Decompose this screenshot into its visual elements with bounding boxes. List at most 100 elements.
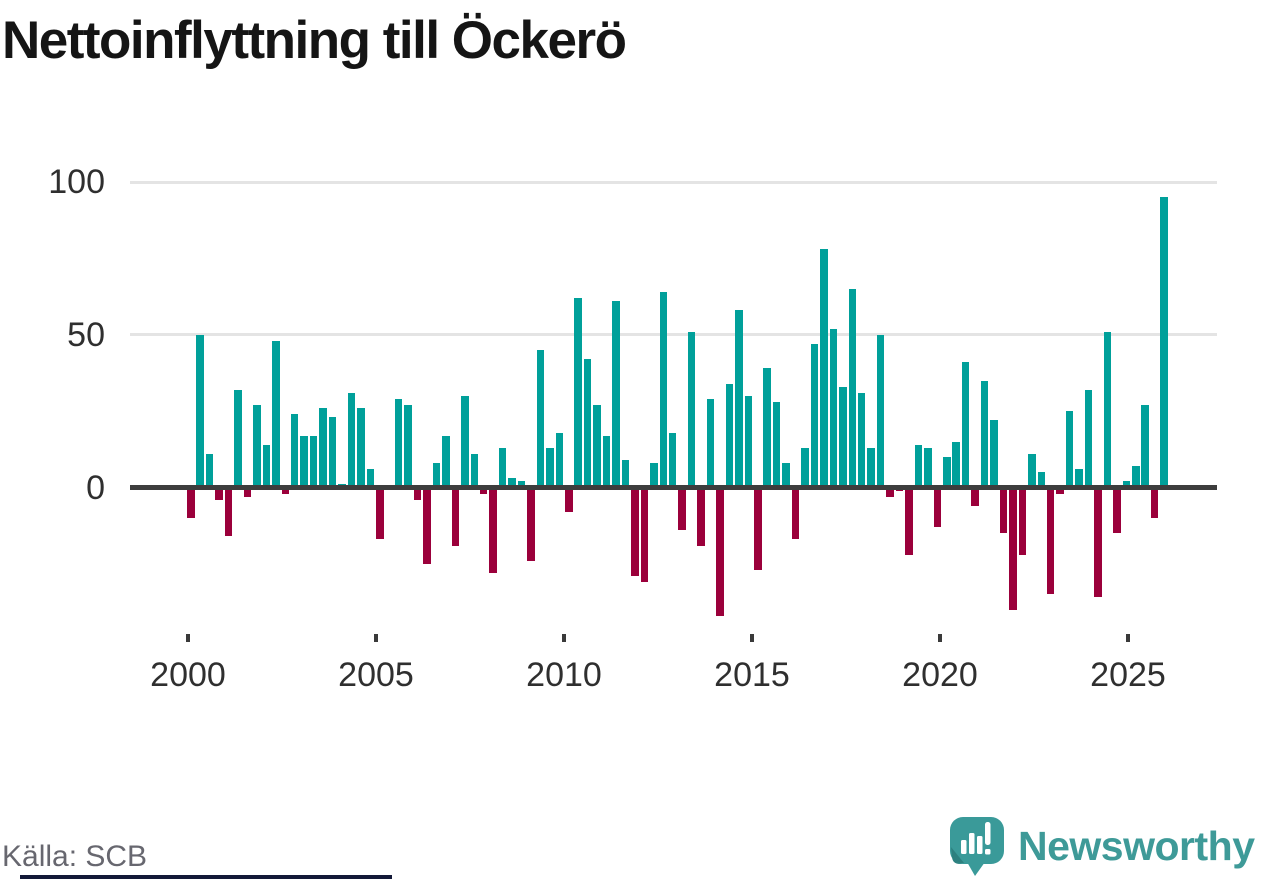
bar [328,417,337,488]
bar [243,490,252,497]
bar [451,490,460,546]
bar [565,490,573,512]
source-caption: Källa: SCB [2,840,148,873]
bar [300,435,308,488]
bar [668,432,677,488]
bar [820,249,828,488]
bar [735,310,743,488]
bar [886,490,894,497]
bar [924,447,932,488]
bar [1075,469,1083,488]
bar [281,490,289,494]
bar [905,490,913,555]
bar [1037,472,1045,488]
bar [508,478,516,488]
bar [1160,197,1168,488]
x-tick-2025 [1126,634,1130,642]
bar [215,490,223,500]
bar [990,420,998,488]
bar [262,444,271,488]
x-tick-2005 [374,634,378,642]
bar [716,490,724,616]
bar [857,392,866,488]
x-tick-2010 [562,634,566,642]
bar [555,432,564,488]
bar [196,334,204,488]
bar [224,490,233,537]
bar [772,401,781,488]
bar [631,490,639,577]
bar [272,340,280,488]
bar [640,490,649,583]
bar [678,490,686,531]
y-axis-label-0: 0 [86,468,105,507]
x-axis-label-2015: 2015 [714,656,790,694]
bar [933,490,942,528]
gridline-100 [130,180,1217,184]
bar [583,359,592,488]
bar [848,288,856,488]
bar [810,343,819,488]
bar [376,490,384,540]
bar [867,447,875,488]
bar [1150,490,1159,519]
bar [205,453,214,488]
y-axis-label-100: 100 [48,163,105,201]
bar [895,490,904,491]
bar [602,435,611,488]
bar [432,463,441,488]
bar [621,460,630,488]
bar [404,405,412,488]
bar [1113,490,1121,534]
bar [706,398,715,488]
bar [366,469,375,488]
bar [290,414,299,488]
bar [687,331,696,488]
bar [234,389,242,488]
x-tick-2020 [938,634,942,642]
bar [980,380,989,488]
bar [914,444,923,488]
newsworthy-wordmark: Newsworthy [1018,822,1255,869]
x-axis-label-2010: 2010 [526,656,602,694]
bar [1018,490,1027,555]
bar [744,395,753,488]
bar [498,447,507,488]
bottom-accent-bar [20,875,392,879]
bar [461,395,469,488]
bar [725,383,734,488]
bar [1009,490,1017,610]
bar [791,490,800,540]
newsworthy-logo: Newsworthy [948,815,1255,877]
bar [309,435,318,488]
bar [801,447,809,488]
bar [754,490,762,570]
bar [423,490,431,564]
bar [1122,481,1131,488]
x-axis-label-2020: 2020 [902,656,978,694]
x-tick-2015 [750,634,754,642]
bar [961,362,970,488]
bar [1084,389,1093,488]
bar [489,490,497,574]
zero-axis-line [130,485,1217,490]
bar [593,405,601,488]
bar [971,490,979,506]
bar [413,490,422,500]
bar [527,490,535,561]
bar [517,481,526,488]
bar [659,291,667,488]
bar [612,301,620,488]
bar [394,398,403,488]
x-axis-label-2025: 2025 [1090,656,1166,694]
bar [1103,331,1112,488]
bar [876,334,885,488]
bar [697,490,705,546]
bar [943,456,951,488]
newsworthy-bubble-chart-icon [950,817,1004,876]
x-tick-2000 [186,634,190,642]
bar [1065,411,1074,488]
bar [442,435,450,488]
bar [536,350,545,488]
